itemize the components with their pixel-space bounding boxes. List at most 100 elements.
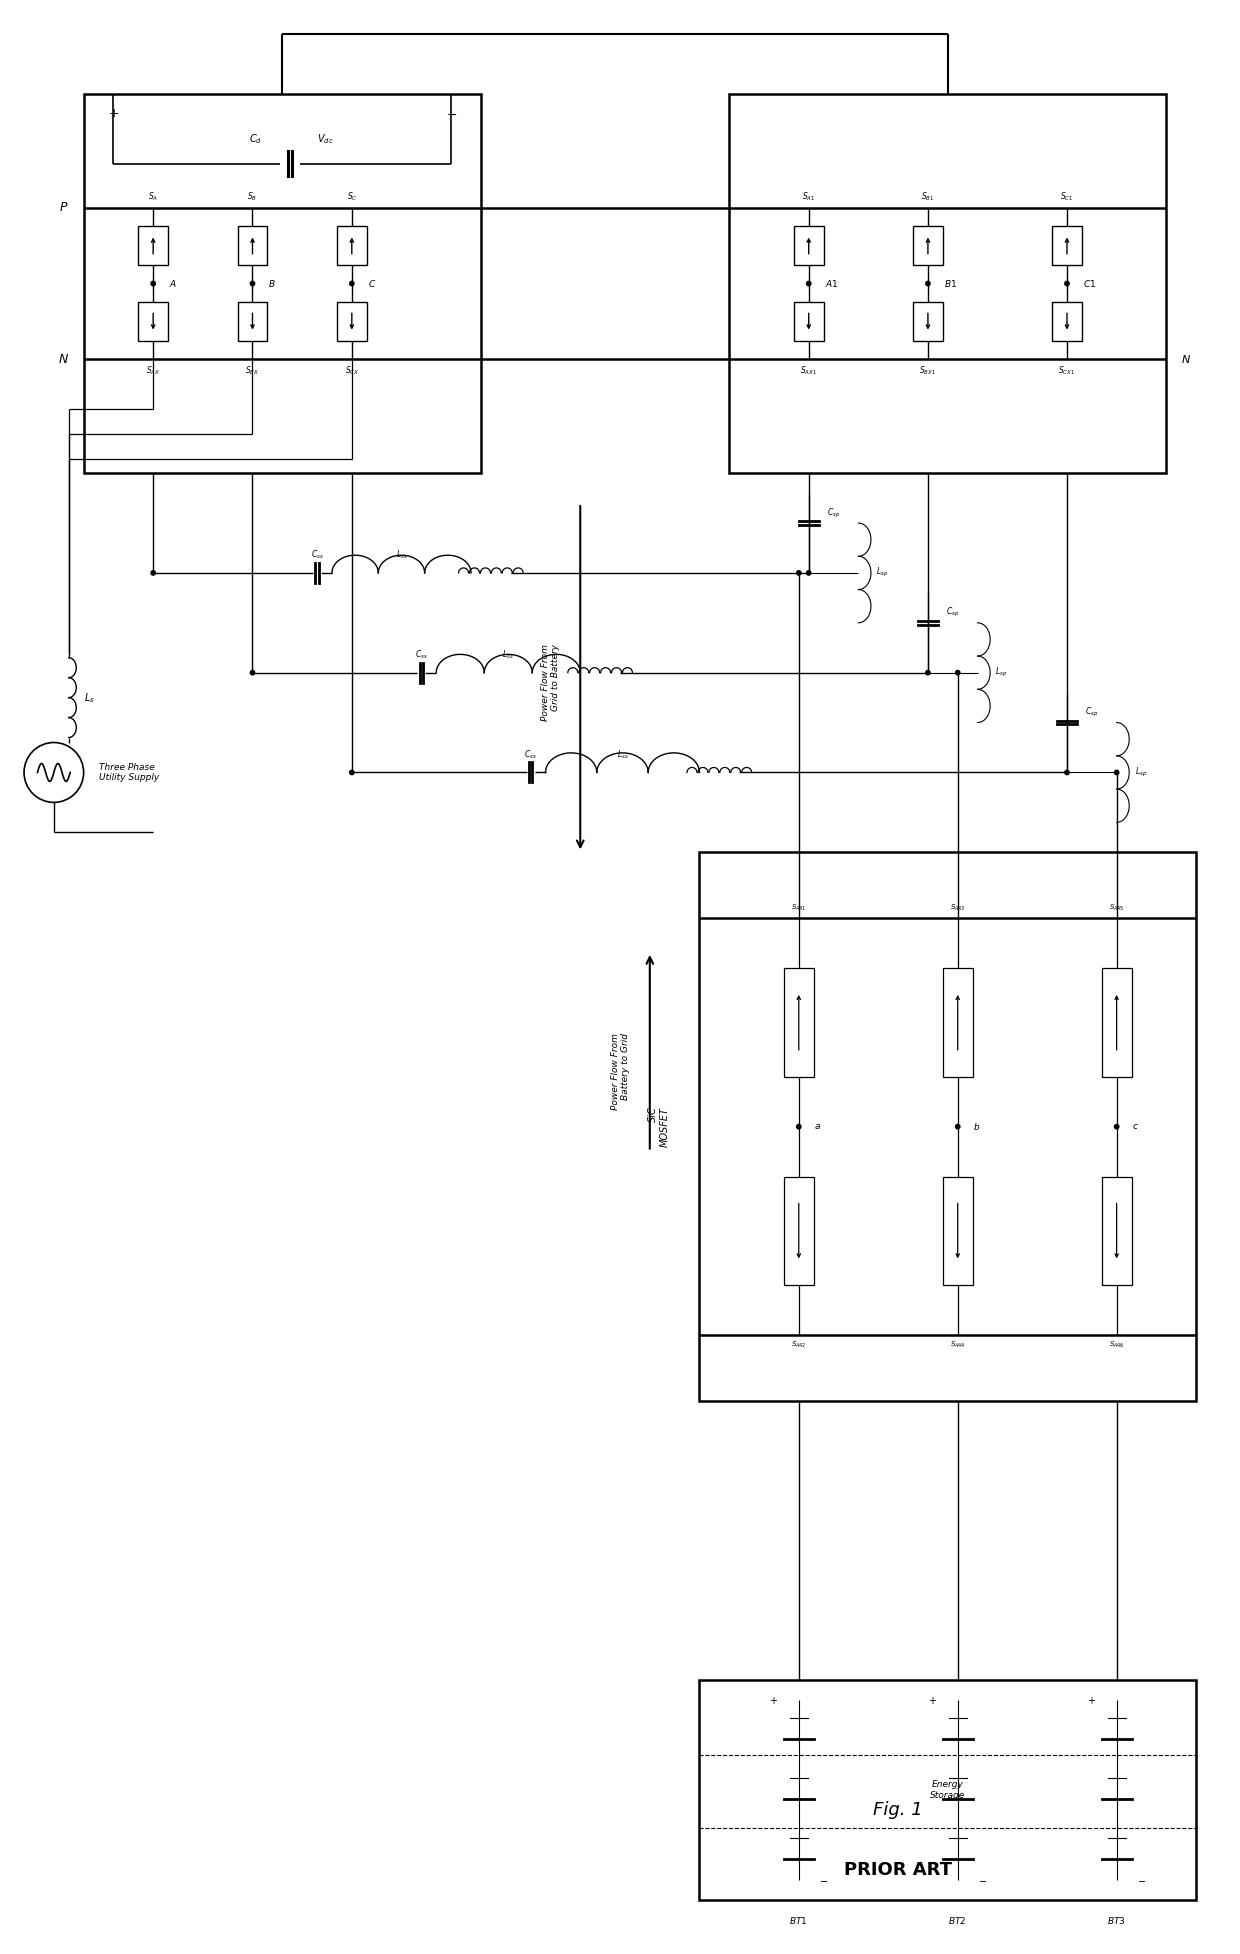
Circle shape — [250, 281, 254, 285]
Text: $V_{dc}$: $V_{dc}$ — [316, 133, 334, 147]
Text: PRIOR ART: PRIOR ART — [844, 1860, 952, 1880]
Circle shape — [250, 670, 254, 674]
Circle shape — [956, 1124, 960, 1129]
Text: Power Flow From
Battery to Grid: Power Flow From Battery to Grid — [610, 1034, 630, 1110]
Circle shape — [350, 281, 353, 285]
Circle shape — [806, 281, 811, 285]
Text: $c$: $c$ — [1132, 1122, 1138, 1131]
Text: $S_{BX}$: $S_{BX}$ — [246, 363, 259, 377]
Circle shape — [24, 743, 83, 803]
Text: $L_{sp}$: $L_{sp}$ — [1135, 766, 1147, 780]
Text: $A$: $A$ — [169, 277, 177, 289]
Text: $S_{CX1}$: $S_{CX1}$ — [1059, 363, 1075, 377]
Bar — [699, 852, 1197, 1401]
Text: $S_{A1}$: $S_{A1}$ — [802, 190, 816, 203]
Text: $-$: $-$ — [1137, 1876, 1146, 1886]
Text: $BT1$: $BT1$ — [790, 1915, 808, 1927]
Circle shape — [806, 571, 811, 574]
Bar — [337, 301, 367, 342]
Circle shape — [151, 281, 155, 285]
Text: $S_B$: $S_B$ — [248, 190, 258, 203]
Bar — [138, 301, 169, 342]
Text: $S_{CX}$: $S_{CX}$ — [345, 363, 360, 377]
Text: Three Phase
Utility Supply: Three Phase Utility Supply — [98, 762, 159, 782]
Text: $+$: $+$ — [929, 1694, 937, 1706]
Text: $L_{sp}$: $L_{sp}$ — [877, 567, 889, 580]
Text: $P$: $P$ — [60, 201, 68, 215]
Text: $C_{sp}$: $C_{sp}$ — [1085, 705, 1099, 719]
Text: Fig. 1: Fig. 1 — [873, 1802, 923, 1819]
Text: $L_{ss}$: $L_{ss}$ — [616, 748, 629, 760]
Text: $+$: $+$ — [1087, 1694, 1096, 1706]
Text: $L_s$: $L_s$ — [83, 690, 94, 705]
Circle shape — [350, 770, 353, 774]
Text: $C_d$: $C_d$ — [249, 133, 262, 147]
Bar — [238, 301, 268, 342]
Bar — [337, 227, 367, 266]
Text: $S_{BX1}$: $S_{BX1}$ — [919, 363, 936, 377]
Bar — [913, 227, 942, 266]
Text: Energy
Storage: Energy Storage — [930, 1780, 966, 1800]
Circle shape — [151, 571, 155, 574]
Bar — [138, 227, 169, 266]
Text: $N$: $N$ — [58, 354, 68, 365]
Text: $B$: $B$ — [268, 277, 277, 289]
Circle shape — [796, 1124, 801, 1129]
Bar — [1102, 1176, 1132, 1286]
Text: $C$: $C$ — [368, 277, 376, 289]
Text: $S_A$: $S_A$ — [148, 190, 159, 203]
Circle shape — [926, 670, 930, 674]
Text: $L_{ss}$: $L_{ss}$ — [502, 649, 515, 660]
Text: $-$: $-$ — [445, 107, 456, 121]
Bar — [942, 1176, 972, 1286]
Text: $N$: $N$ — [1182, 354, 1192, 365]
Circle shape — [1065, 770, 1069, 774]
Text: $+$: $+$ — [108, 107, 119, 121]
Text: $L_{sp}$: $L_{sp}$ — [996, 666, 1008, 680]
Text: $C_{sp}$: $C_{sp}$ — [827, 506, 841, 520]
Bar — [699, 1680, 1197, 1899]
Text: $C_{ss}$: $C_{ss}$ — [415, 649, 428, 660]
Text: $S_{AX}$: $S_{AX}$ — [146, 363, 160, 377]
Text: $S_{A44}$: $S_{A44}$ — [950, 1340, 966, 1350]
Text: SiC
MOSFET: SiC MOSFET — [649, 1106, 670, 1147]
Text: $B1$: $B1$ — [944, 277, 957, 289]
Text: $C1$: $C1$ — [1083, 277, 1096, 289]
Text: $b$: $b$ — [972, 1122, 980, 1131]
Circle shape — [1065, 281, 1069, 285]
Circle shape — [1115, 1124, 1118, 1129]
Text: $S_C$: $S_C$ — [346, 190, 357, 203]
Bar — [238, 227, 268, 266]
Circle shape — [796, 571, 801, 574]
Circle shape — [926, 281, 930, 285]
Text: $-$: $-$ — [978, 1876, 987, 1886]
Circle shape — [956, 670, 960, 674]
Bar — [794, 301, 823, 342]
Text: $S_{A46}$: $S_{A46}$ — [1109, 1340, 1125, 1350]
Text: $A1$: $A1$ — [825, 277, 838, 289]
Text: $S_{C1}$: $S_{C1}$ — [1060, 190, 1074, 203]
Bar — [942, 967, 972, 1077]
Text: $-$: $-$ — [820, 1876, 828, 1886]
Bar — [83, 94, 481, 473]
Text: $S_{B1}$: $S_{B1}$ — [921, 190, 935, 203]
Text: $S_{AX1}$: $S_{AX1}$ — [800, 363, 817, 377]
Text: $C_{sp}$: $C_{sp}$ — [946, 606, 960, 619]
Bar — [913, 301, 942, 342]
Bar — [784, 967, 813, 1077]
Bar — [729, 94, 1167, 473]
Text: $S_{A43}$: $S_{A43}$ — [950, 903, 966, 913]
Bar — [784, 1176, 813, 1286]
Text: $L_{ss}$: $L_{ss}$ — [396, 549, 407, 561]
Bar — [1052, 227, 1081, 266]
Text: $+$: $+$ — [770, 1694, 779, 1706]
Bar — [1052, 301, 1081, 342]
Text: $a$: $a$ — [813, 1122, 821, 1131]
Text: Power Flow From
Grid to Battery: Power Flow From Grid to Battery — [541, 645, 560, 721]
Circle shape — [1115, 770, 1118, 774]
Text: $S_{A42}$: $S_{A42}$ — [791, 1340, 806, 1350]
Text: $BT2$: $BT2$ — [949, 1915, 967, 1927]
Bar — [1102, 967, 1132, 1077]
Text: $S_{A41}$: $S_{A41}$ — [791, 903, 806, 913]
Text: $C_{ss}$: $C_{ss}$ — [311, 549, 324, 561]
